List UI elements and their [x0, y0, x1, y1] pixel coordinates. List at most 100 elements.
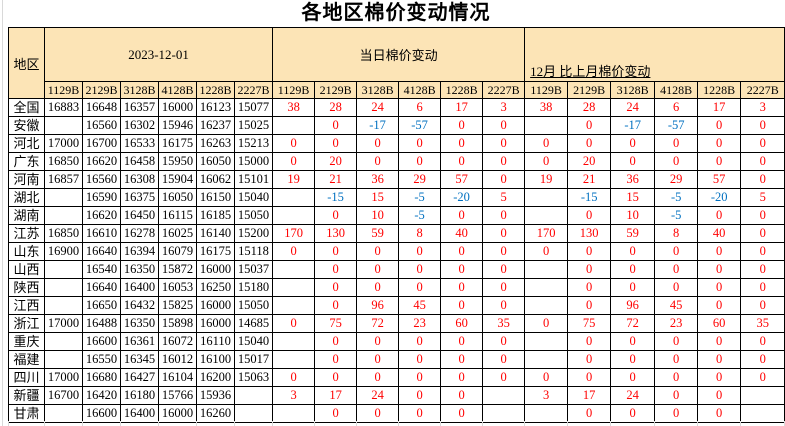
- price-cell-3128b[interactable]: 16400: [120, 278, 159, 297]
- day-change-cell-2227b[interactable]: [482, 404, 526, 423]
- month-change-cell-2129b[interactable]: 0: [567, 350, 612, 369]
- month-change-cell-1129b[interactable]: 0: [524, 314, 569, 333]
- price-cell-4128b[interactable]: 16012: [158, 350, 197, 369]
- month-change-cell-2227b[interactable]: 0: [740, 242, 785, 261]
- region-cell[interactable]: 湖北: [8, 188, 45, 207]
- price-cell-2227b[interactable]: 15063: [233, 368, 274, 387]
- day-change-cell-1228b[interactable]: 0: [440, 242, 484, 261]
- day-change-cell-4128b[interactable]: -5: [398, 206, 442, 225]
- day-change-cell-3128b[interactable]: 24: [356, 386, 400, 405]
- month-change-cell-1129b[interactable]: 19: [524, 170, 569, 189]
- day-change-cell-3128b[interactable]: -17: [356, 116, 400, 135]
- price-cell-3128b[interactable]: 16278: [120, 224, 159, 243]
- day-change-cell-3128b[interactable]: 59: [356, 224, 400, 243]
- month-change-cell-1228b[interactable]: 0: [697, 404, 742, 423]
- day-change-cell-2129b[interactable]: 0: [314, 206, 358, 225]
- price-cell-2227b[interactable]: 15000: [233, 152, 274, 171]
- price-cell-1129b[interactable]: 16700: [44, 386, 83, 405]
- day-change-cell-3128b[interactable]: 24: [356, 98, 400, 117]
- month-change-cell-2129b[interactable]: 0: [567, 260, 612, 279]
- day-change-cell-1129b[interactable]: 0: [272, 152, 316, 171]
- month-change-cell-2129b[interactable]: 0: [567, 206, 612, 225]
- grade-header-2227b-g1[interactable]: 2227B: [233, 81, 274, 99]
- month-change-cell-2227b[interactable]: 0: [740, 152, 785, 171]
- region-cell[interactable]: 浙江: [8, 314, 45, 333]
- price-cell-2227b[interactable]: 15180: [233, 278, 274, 297]
- month-change-cell-2227b[interactable]: 0: [740, 206, 785, 225]
- price-cell-2227b[interactable]: 15040: [233, 332, 274, 351]
- day-change-cell-1129b[interactable]: 0: [272, 242, 316, 261]
- day-change-cell-3128b[interactable]: 0: [356, 260, 400, 279]
- month-change-cell-3128b[interactable]: 0: [610, 350, 656, 369]
- grade-header-2227b-g2[interactable]: 2227B: [482, 81, 526, 99]
- day-change-cell-2227b[interactable]: 0: [482, 206, 526, 225]
- month-change-cell-4128b[interactable]: 0: [654, 278, 699, 297]
- region-cell[interactable]: 四川: [8, 368, 45, 387]
- day-change-cell-3128b[interactable]: 0: [356, 278, 400, 297]
- month-change-cell-1228b[interactable]: -20: [697, 188, 742, 207]
- grade-header-1129b-g1[interactable]: 1129B: [44, 81, 83, 99]
- price-cell-2129b[interactable]: 16648: [82, 98, 121, 117]
- price-cell-1228b[interactable]: 16175: [196, 242, 235, 261]
- grade-header-3128b-g1[interactable]: 3128B: [120, 81, 159, 99]
- price-cell-3128b[interactable]: 16400: [120, 404, 159, 423]
- month-change-cell-1228b[interactable]: 0: [697, 116, 742, 135]
- grade-header-1228b-g3[interactable]: 1228B: [697, 81, 742, 99]
- price-cell-3128b[interactable]: 16458: [120, 152, 159, 171]
- month-change-cell-3128b[interactable]: 24: [610, 98, 656, 117]
- day-change-cell-1129b[interactable]: 0: [272, 134, 316, 153]
- month-change-cell-4128b[interactable]: 0: [654, 350, 699, 369]
- price-cell-3128b[interactable]: 16350: [120, 260, 159, 279]
- day-change-cell-2227b[interactable]: 0: [482, 260, 526, 279]
- day-change-cell-1129b[interactable]: 19: [272, 170, 316, 189]
- region-cell[interactable]: 湖南: [8, 206, 45, 225]
- price-cell-1129b[interactable]: 16900: [44, 242, 83, 261]
- month-change-cell-4128b[interactable]: 29: [654, 170, 699, 189]
- price-cell-4128b[interactable]: 16115: [158, 206, 197, 225]
- month-change-cell-1129b[interactable]: [524, 116, 569, 135]
- month-change-cell-1129b[interactable]: [524, 404, 569, 423]
- price-cell-2129b[interactable]: 16620: [82, 152, 121, 171]
- day-change-cell-1129b[interactable]: 3: [272, 386, 316, 405]
- month-change-cell-1228b[interactable]: 40: [697, 224, 742, 243]
- region-cell[interactable]: 新疆: [8, 386, 45, 405]
- price-cell-3128b[interactable]: 16302: [120, 116, 159, 135]
- month-change-cell-4128b[interactable]: 0: [654, 368, 699, 387]
- day-change-cell-2129b[interactable]: 75: [314, 314, 358, 333]
- month-change-cell-2129b[interactable]: 28: [567, 98, 612, 117]
- price-cell-1129b[interactable]: 17000: [44, 314, 83, 333]
- price-cell-4128b[interactable]: 16072: [158, 332, 197, 351]
- day-change-cell-2129b[interactable]: 0: [314, 350, 358, 369]
- day-change-cell-2227b[interactable]: 0: [482, 134, 526, 153]
- day-change-cell-3128b[interactable]: 10: [356, 206, 400, 225]
- day-change-cell-2129b[interactable]: 21: [314, 170, 358, 189]
- day-change-cell-2227b[interactable]: 35: [482, 314, 526, 333]
- price-cell-1129b[interactable]: 16850: [44, 152, 83, 171]
- month-change-cell-4128b[interactable]: 6: [654, 98, 699, 117]
- price-cell-1228b[interactable]: 16000: [196, 260, 235, 279]
- month-change-cell-2227b[interactable]: 0: [740, 260, 785, 279]
- day-change-cell-2227b[interactable]: 0: [482, 368, 526, 387]
- price-cell-4128b[interactable]: 15946: [158, 116, 197, 135]
- month-change-cell-3128b[interactable]: 24: [610, 386, 656, 405]
- group-header-date[interactable]: 2023-12-01: [43, 27, 274, 82]
- price-cell-2227b[interactable]: 15050: [233, 206, 274, 225]
- price-cell-1129b[interactable]: [44, 350, 83, 369]
- month-change-cell-1129b[interactable]: [524, 206, 569, 225]
- day-change-cell-1228b[interactable]: 0: [440, 260, 484, 279]
- price-cell-4128b[interactable]: 16025: [158, 224, 197, 243]
- price-cell-2129b[interactable]: 16600: [82, 404, 121, 423]
- price-cell-4128b[interactable]: 15898: [158, 314, 197, 333]
- day-change-cell-2129b[interactable]: 0: [314, 332, 358, 351]
- day-change-cell-1228b[interactable]: 17: [440, 98, 484, 117]
- day-change-cell-2129b[interactable]: 0: [314, 368, 358, 387]
- price-cell-2129b[interactable]: 16560: [82, 170, 121, 189]
- day-change-cell-1228b[interactable]: 0: [440, 332, 484, 351]
- price-cell-1129b[interactable]: 16883: [44, 98, 83, 117]
- group-header-day-change[interactable]: 当日棉价变动: [272, 27, 526, 82]
- price-cell-3128b[interactable]: 16394: [120, 242, 159, 261]
- region-cell[interactable]: 陕西: [8, 278, 45, 297]
- price-cell-3128b[interactable]: 16180: [120, 386, 159, 405]
- day-change-cell-1129b[interactable]: 0: [272, 368, 316, 387]
- price-cell-1129b[interactable]: [44, 332, 83, 351]
